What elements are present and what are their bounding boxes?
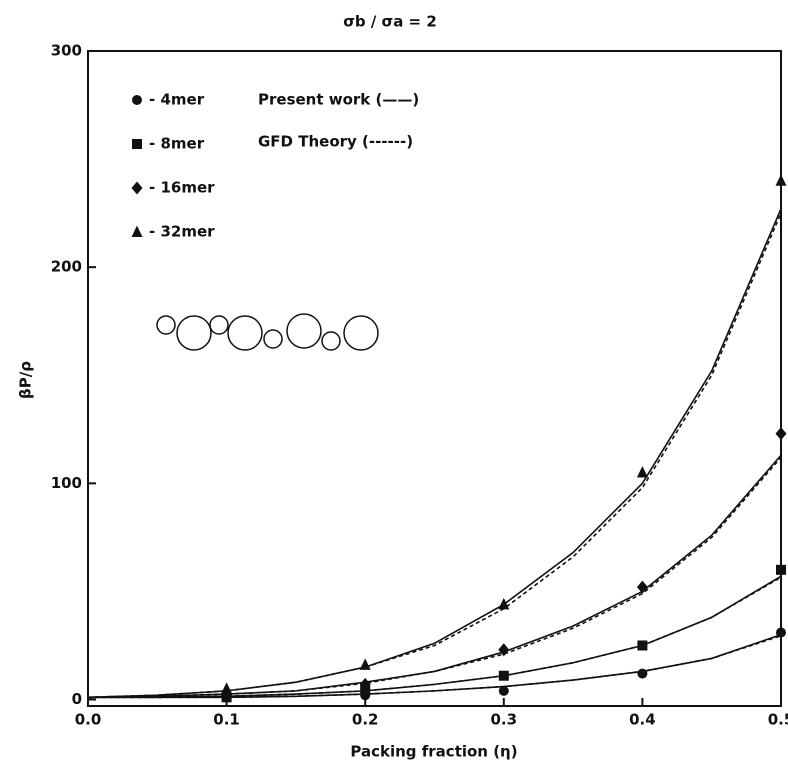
legend-marker [131,181,143,195]
data-point [637,640,648,651]
data-point [776,627,786,638]
curve-present [88,575,782,699]
x-axis-label: Packing fraction (η) [350,743,517,761]
y-tick-label: 100 [51,474,82,492]
chart-title: σb / σa = 2 [343,13,437,31]
curve-legend-label: GFD Theory (------) [258,133,413,151]
y-tick-label: 200 [51,258,82,276]
curve-present [87,454,782,699]
legend-label: - 4mer [149,91,205,109]
legend-label: - 16mer [149,179,215,197]
data-point [775,427,787,441]
data-point [359,677,371,691]
x-tick-label: 0.4 [629,711,656,729]
data-point [498,643,510,657]
legend-marker [132,139,142,149]
curve-present [87,208,782,699]
data-point [637,668,648,679]
x-tick-label: 0.1 [213,711,240,729]
curve-gfd [87,212,782,699]
data-point [498,685,509,696]
x-tick-label: 0.2 [352,711,379,729]
curve-gfd [88,576,782,699]
data-point [221,682,233,694]
data-point [359,658,371,670]
legend-label: - 32mer [149,223,215,241]
curve-legend-label: Present work (——) [258,91,419,109]
data-point [498,670,509,681]
data-point [775,174,787,186]
data-point [636,466,648,478]
data-point [498,597,510,610]
x-tick-label: 0.0 [75,711,102,729]
y-tick-label: 300 [51,42,82,60]
y-tick-label: 0 [72,690,82,708]
data-point [776,564,786,575]
legend-label: - 8mer [149,135,205,153]
y-axis-label: βP/ρ [17,361,35,399]
legend-marker [132,95,142,105]
curve-gfd [87,456,782,699]
chain-illustration [156,313,379,351]
x-tick-label: 0.5 [768,711,788,729]
plot-frame [87,50,782,707]
data-point [636,580,648,594]
legend-marker [131,225,143,237]
x-tick-label: 0.3 [491,711,518,729]
